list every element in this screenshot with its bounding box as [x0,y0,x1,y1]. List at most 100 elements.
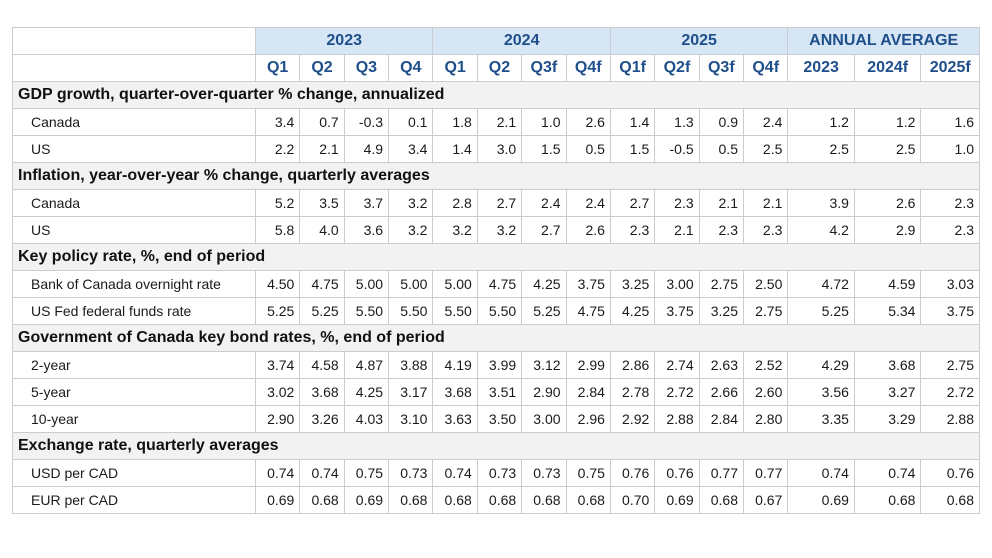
value-cell: 4.75 [565,297,611,325]
value-cell: 2.7 [476,189,523,217]
column-header: Q2 [299,54,345,82]
value-cell: 3.88 [388,351,434,379]
value-cell: 2.3 [742,216,789,244]
section-header-row: Exchange rate, quarterly averages [12,432,980,460]
year-group-header: ANNUAL AVERAGE [787,27,980,55]
year-group-header: 2025 [609,27,789,55]
value-cell: 0.68 [299,486,345,514]
value-cell: 3.35 [787,405,855,433]
row-label: Bank of Canada overnight rate [12,270,256,298]
value-cell: 3.75 [565,270,611,298]
value-cell: 0.68 [388,486,434,514]
column-header: Q1 [254,54,301,82]
value-cell: 4.25 [609,297,656,325]
value-cell: 2.90 [521,378,567,406]
value-cell: 0.5 [698,135,744,163]
value-cell: 0.75 [565,459,611,487]
value-cell: 4.2 [787,216,855,244]
value-cell: 2.5 [853,135,922,163]
header-corner-cell [12,27,256,55]
value-cell: 2.66 [698,378,744,406]
value-cell: 5.25 [787,297,855,325]
value-cell: 5.00 [432,270,478,298]
value-cell: 3.68 [432,378,478,406]
value-cell: 2.9 [853,216,922,244]
value-cell: 0.68 [432,486,478,514]
value-cell: 2.3 [920,189,980,217]
value-cell: 2.7 [521,216,567,244]
row-label: 5-year [12,378,256,406]
value-cell: 4.19 [432,351,478,379]
value-cell: 2.52 [742,351,789,379]
value-cell: 4.9 [343,135,390,163]
row-label: US [12,216,256,244]
value-cell: 2.3 [609,216,656,244]
table-row: Canada 5.2 3.5 3.7 3.2 2.8 2.7 2.4 2.4 2.7 2.3 2.1 2… [12,189,980,217]
value-cell: 0.9 [698,108,744,136]
row-label: US [12,135,256,163]
value-cell: 3.03 [920,270,980,298]
section-header-row: Key policy rate, %, end of period [12,243,980,271]
table-row: 2-year 3.74 4.58 4.87 3.88 4.19 3.99 3.12 2.99 2.… [12,351,980,379]
value-cell: 3.9 [787,189,855,217]
year-group-header: 2023 [254,27,434,55]
value-cell: 2.88 [654,405,700,433]
value-cell: 0.76 [654,459,700,487]
value-cell: 3.0 [476,135,523,163]
value-cell: 2.6 [565,216,611,244]
section-title: Government of Canada key bond rates, %, … [12,324,980,352]
value-cell: 4.03 [343,405,390,433]
table-row: Canada 3.4 0.7 -0.3 0.1 1.8 2.1 1.0 2.6 1.4 1.3 0.9… [12,108,980,136]
section-title: GDP growth, quarter-over-quarter % chang… [12,81,980,109]
value-cell: 0.68 [521,486,567,514]
value-cell: 1.5 [521,135,567,163]
value-cell: 2.3 [698,216,744,244]
value-cell: 5.25 [521,297,567,325]
column-header: Q4f [565,54,611,82]
column-header: Q3f [698,54,744,82]
value-cell: 5.50 [388,297,434,325]
section-title: Key policy rate, %, end of period [12,243,980,271]
value-cell: 5.8 [254,216,301,244]
value-cell: 5.25 [254,297,301,325]
value-cell: 2.5 [742,135,789,163]
value-cell: 4.25 [521,270,567,298]
header-corner-cell [12,54,256,82]
value-cell: 2.80 [742,405,789,433]
value-cell: 0.67 [742,486,789,514]
value-cell: 5.34 [853,297,922,325]
value-cell: 1.2 [853,108,922,136]
value-cell: 2.1 [654,216,700,244]
value-cell: 3.27 [853,378,922,406]
value-cell: 3.17 [388,378,434,406]
value-cell: 0.69 [787,486,855,514]
row-label: EUR per CAD [12,486,256,514]
value-cell: 2.72 [654,378,700,406]
value-cell: -0.3 [343,108,390,136]
value-cell: 3.10 [388,405,434,433]
column-header: 2024f [853,54,922,82]
value-cell: 3.6 [343,216,390,244]
value-cell: 2.60 [742,378,789,406]
value-cell: 0.69 [654,486,700,514]
value-cell: 0.7 [299,108,345,136]
quarter-header-row: Q1 Q2 Q3 Q4 Q1 Q2 Q3f Q4f Q1f Q2f Q3f Q4f 2023 2024f 2… [12,54,980,82]
value-cell: 0.68 [698,486,744,514]
value-cell: 4.75 [476,270,523,298]
value-cell: 0.74 [299,459,345,487]
value-cell: 1.4 [609,108,656,136]
section-header-row: GDP growth, quarter-over-quarter % chang… [12,81,980,109]
value-cell: 2.1 [742,189,789,217]
value-cell: 3.74 [254,351,301,379]
value-cell: 2.1 [698,189,744,217]
value-cell: 0.76 [609,459,656,487]
value-cell: 1.0 [521,108,567,136]
row-label: Canada [12,189,256,217]
value-cell: 3.4 [388,135,434,163]
value-cell: 0.74 [853,459,922,487]
value-cell: 3.68 [853,351,922,379]
column-header: Q1f [609,54,656,82]
value-cell: 4.59 [853,270,922,298]
value-cell: 5.25 [299,297,345,325]
value-cell: 2.4 [742,108,789,136]
